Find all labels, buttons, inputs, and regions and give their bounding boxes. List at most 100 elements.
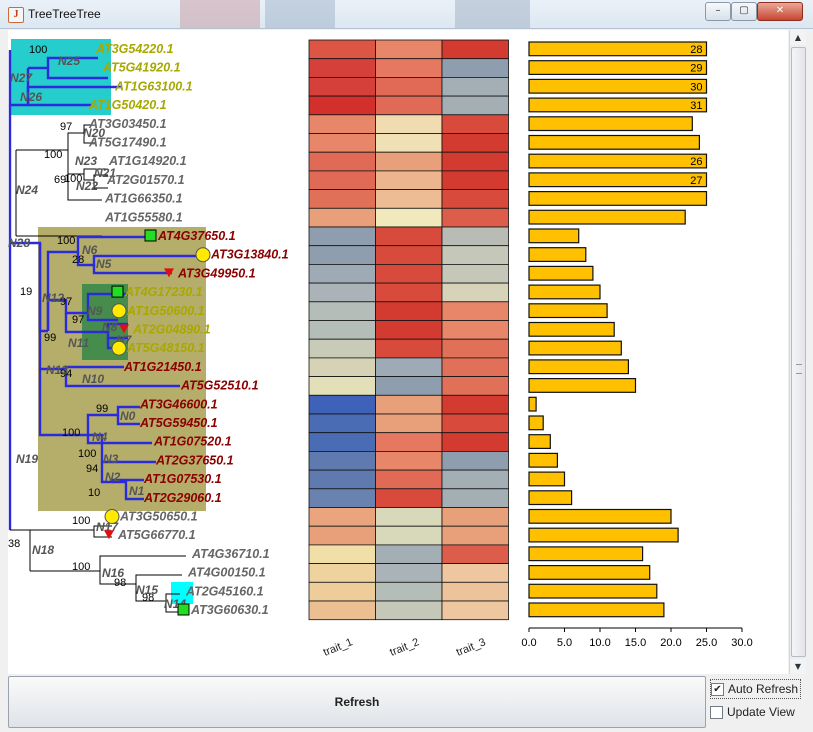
bar[interactable] [528, 359, 630, 375]
minimize-button[interactable]: – [705, 2, 731, 21]
support-value: 94 [60, 368, 72, 380]
vertical-scrollbar[interactable]: ▲ ▼ [789, 30, 806, 674]
bar[interactable] [528, 284, 601, 300]
support-value: 100 [29, 44, 47, 56]
heatmap-cell [441, 301, 509, 321]
bar[interactable] [528, 97, 708, 113]
bar[interactable] [528, 564, 651, 580]
bar[interactable] [528, 490, 573, 506]
bar-axis-tick-label: 0.0 [521, 637, 536, 649]
scroll-up-icon[interactable]: ▲ [790, 30, 806, 45]
bar[interactable] [528, 340, 622, 356]
leaf-square-marker-icon [111, 285, 124, 298]
bar[interactable] [528, 602, 665, 618]
bar-axis-tick-label: 5.0 [557, 637, 572, 649]
bar[interactable] [528, 508, 672, 524]
bar-axis-tick-label: 10.0 [589, 637, 610, 649]
branch-n11 [64, 313, 76, 334]
leaf-label: AT2G01570.1 [106, 173, 185, 187]
internal-node-label: N12 [42, 291, 64, 305]
bar[interactable] [528, 396, 537, 412]
heatmap-cell [441, 357, 509, 377]
internal-node-label: N13 [46, 363, 68, 377]
trait-axis-label: trait_2 [388, 636, 421, 659]
support-value: 100 [44, 149, 62, 161]
heatmap-cell [375, 39, 443, 60]
tree-visualization[interactable]: 1009710010069100281997979994991001009410… [8, 30, 788, 674]
leaf-label: AT1G50600.1 [126, 304, 205, 318]
heatmap-cell [441, 133, 509, 153]
leaf-triangle-marker-icon [104, 530, 114, 540]
leaf-label: AT1G07530.1 [143, 472, 222, 486]
heatmap-cell [441, 376, 509, 396]
heatmap-cell [441, 413, 509, 434]
branch-n0-b [116, 415, 140, 426]
leaf-label: AT5G41920.1 [102, 61, 181, 75]
bar[interactable] [528, 378, 637, 393]
branch-n4-leaf [86, 435, 152, 445]
bar[interactable] [528, 452, 558, 468]
bar[interactable] [528, 191, 708, 206]
tree-canvas[interactable]: 100 97 100 100 69 100 28 19 97 97 99 94 99 100 100 94 10… [8, 30, 788, 674]
bar[interactable] [528, 303, 608, 319]
bar[interactable] [528, 527, 679, 543]
heatmap-cell [375, 338, 443, 359]
maximize-button[interactable]: ▢ [731, 2, 757, 21]
heatmap-cell [441, 58, 509, 78]
branch-leaf18 [48, 365, 124, 371]
leaf-label: AT5G48150.1 [126, 341, 205, 355]
scroll-thumb[interactable] [791, 47, 806, 657]
support-value: 94 [86, 463, 98, 475]
branch-n3-leaf [88, 433, 156, 464]
bar[interactable] [528, 60, 708, 76]
leaf-label: AT2G37650.1 [155, 453, 234, 467]
internal-node-label: N21 [94, 166, 116, 180]
heatmap-cell [441, 469, 509, 490]
heatmap-cell [441, 600, 509, 621]
refresh-button[interactable]: Refresh [8, 676, 706, 728]
bar[interactable] [528, 41, 708, 57]
leaf-label: AT4G37650.1 [157, 229, 236, 243]
heatmap-cell [308, 469, 376, 490]
bar[interactable] [528, 415, 544, 431]
bar[interactable] [528, 172, 708, 188]
leaf-label: AT3G54220.1 [95, 42, 174, 56]
bar[interactable] [528, 583, 658, 599]
auto-refresh-checkbox[interactable]: ✔ Auto Refresh [710, 679, 802, 699]
bar[interactable] [528, 78, 708, 94]
close-button[interactable]: ✕ [757, 2, 803, 21]
heatmap-cell [441, 95, 509, 116]
heatmap-cell [308, 432, 376, 452]
bar[interactable] [528, 153, 708, 169]
bar[interactable] [528, 321, 615, 337]
support-value: 100 [64, 173, 82, 185]
heatmap-cell [375, 95, 443, 116]
leaf-label: AT5G66770.1 [117, 528, 196, 542]
bar[interactable] [528, 134, 700, 150]
scroll-down-icon[interactable]: ▼ [790, 659, 806, 674]
bar[interactable] [528, 247, 587, 262]
heatmap-cell [308, 226, 376, 247]
heatmap-cell [441, 207, 509, 228]
support-value: 100 [72, 561, 90, 573]
support-value: 100 [57, 235, 75, 247]
heatmap-cell [308, 133, 376, 153]
branch-n8-b [106, 322, 128, 332]
leaf-circle-marker-icon [195, 247, 211, 263]
heatmap-cell [375, 394, 443, 415]
branch-n16-a [30, 555, 186, 572]
bar[interactable] [528, 546, 644, 562]
bar[interactable] [528, 116, 693, 132]
heatmap-cell [308, 189, 376, 209]
bar-data-label: 30 [690, 81, 702, 93]
branch-n1-leaf [112, 480, 144, 501]
bar[interactable] [528, 471, 566, 487]
support-value: 38 [8, 538, 20, 550]
heatmap-cell [375, 58, 443, 78]
leaf-label: AT5G17490.1 [88, 136, 167, 150]
bar[interactable] [528, 209, 686, 225]
bar[interactable] [528, 265, 594, 281]
update-view-checkbox[interactable]: Update View [710, 703, 795, 721]
bar[interactable] [528, 228, 580, 244]
bar[interactable] [528, 434, 551, 450]
